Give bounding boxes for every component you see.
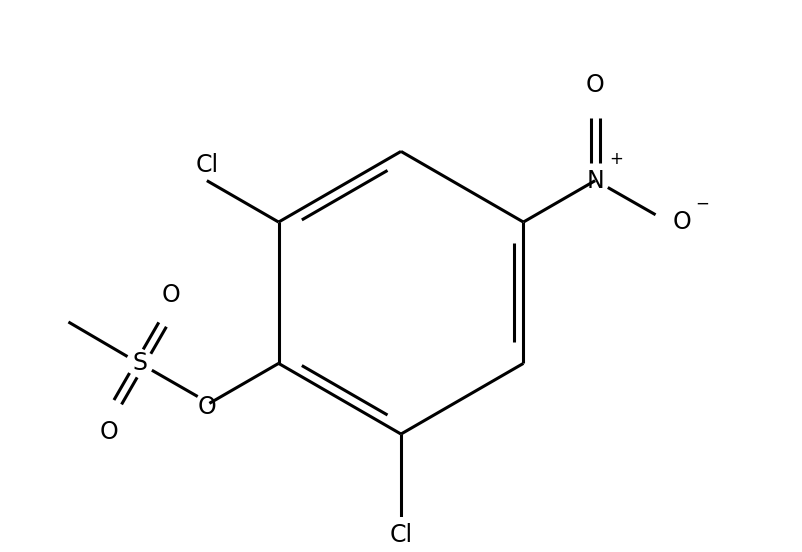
Text: O: O (673, 210, 692, 233)
Text: O: O (162, 283, 180, 307)
Text: Cl: Cl (390, 523, 412, 546)
Text: N: N (586, 169, 604, 193)
Text: S: S (132, 352, 148, 375)
Text: Cl: Cl (196, 153, 218, 177)
Text: +: + (610, 150, 623, 168)
Text: O: O (99, 420, 119, 444)
Text: O: O (198, 395, 217, 420)
Text: −: − (695, 195, 709, 213)
Text: O: O (585, 73, 605, 97)
